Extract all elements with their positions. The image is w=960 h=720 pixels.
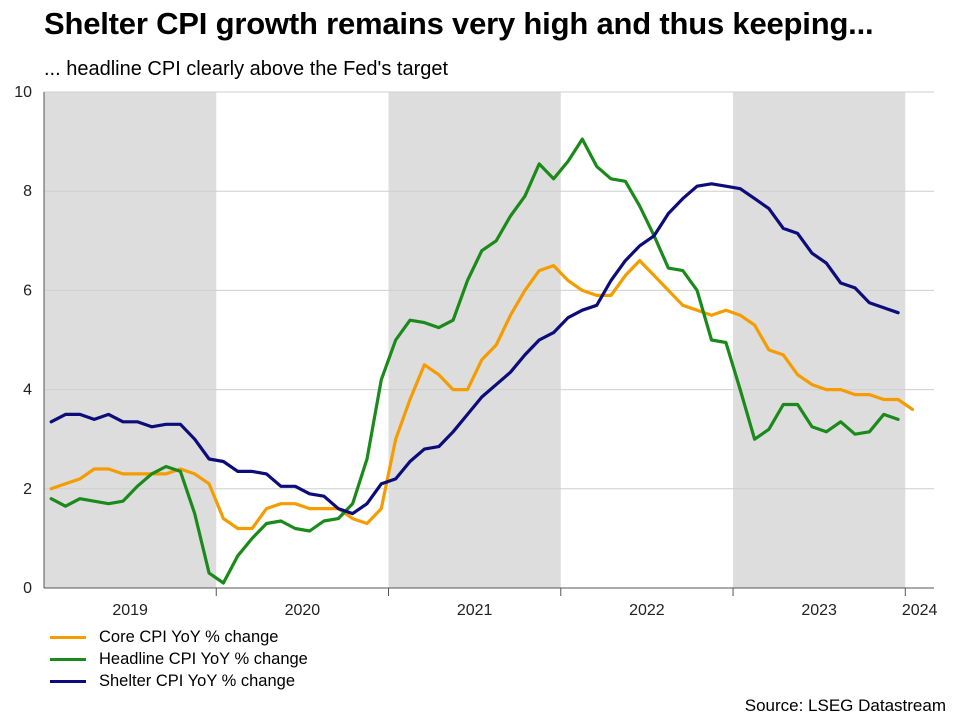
y-tick-label-4: 4	[23, 382, 32, 399]
shaded-band-2021	[388, 92, 561, 588]
year-shading-group	[44, 92, 906, 588]
legend-label-shelter: Shelter CPI YoY % change	[99, 671, 296, 690]
shaded-band-2023	[733, 92, 906, 588]
y-tick-label-2: 2	[23, 481, 32, 498]
y-tick-label-10: 10	[14, 84, 32, 101]
series-lines-group	[49, 137, 915, 585]
legend-item-shelter: Shelter CPI YoY % change	[50, 670, 308, 692]
x-tick-label-2021: 2021	[457, 602, 493, 619]
x-tick-label-2024: 2024	[902, 602, 938, 619]
legend-swatch-core	[50, 635, 86, 639]
chart-title: Shelter CPI growth remains very high and…	[44, 6, 874, 41]
series-line-core	[49, 259, 915, 531]
legend-swatch-shelter	[50, 679, 86, 683]
shaded-band-2019	[44, 92, 217, 588]
y-tick-label-0: 0	[23, 580, 32, 597]
y-tick-label-6: 6	[23, 282, 32, 299]
chart-subtitle: ... headline CPI clearly above the Fed's…	[44, 58, 449, 80]
legend-item-core: Core CPI YoY % change	[50, 626, 308, 648]
legend-item-headline: Headline CPI YoY % change	[50, 648, 308, 670]
axes-group: 0 2 4 6 8 10 2019 2020 2021 2022 2023 2024	[14, 84, 937, 619]
legend-label-headline: Headline CPI YoY % change	[99, 649, 308, 668]
legend-swatch-headline	[50, 657, 86, 661]
x-tick-label-2020: 2020	[285, 602, 321, 619]
x-tick-label-2023: 2023	[801, 602, 837, 619]
series-line-shelter	[49, 182, 900, 516]
source-note: Source: LSEG Datastream	[744, 696, 946, 715]
legend-label-core: Core CPI YoY % change	[99, 627, 279, 646]
x-tick-label-2019: 2019	[112, 602, 148, 619]
y-tick-label-8: 8	[23, 183, 32, 200]
legend: Core CPI YoY % change Headline CPI YoY %…	[50, 626, 308, 692]
x-tick-label-2022: 2022	[629, 602, 665, 619]
series-line-headline	[49, 137, 900, 585]
